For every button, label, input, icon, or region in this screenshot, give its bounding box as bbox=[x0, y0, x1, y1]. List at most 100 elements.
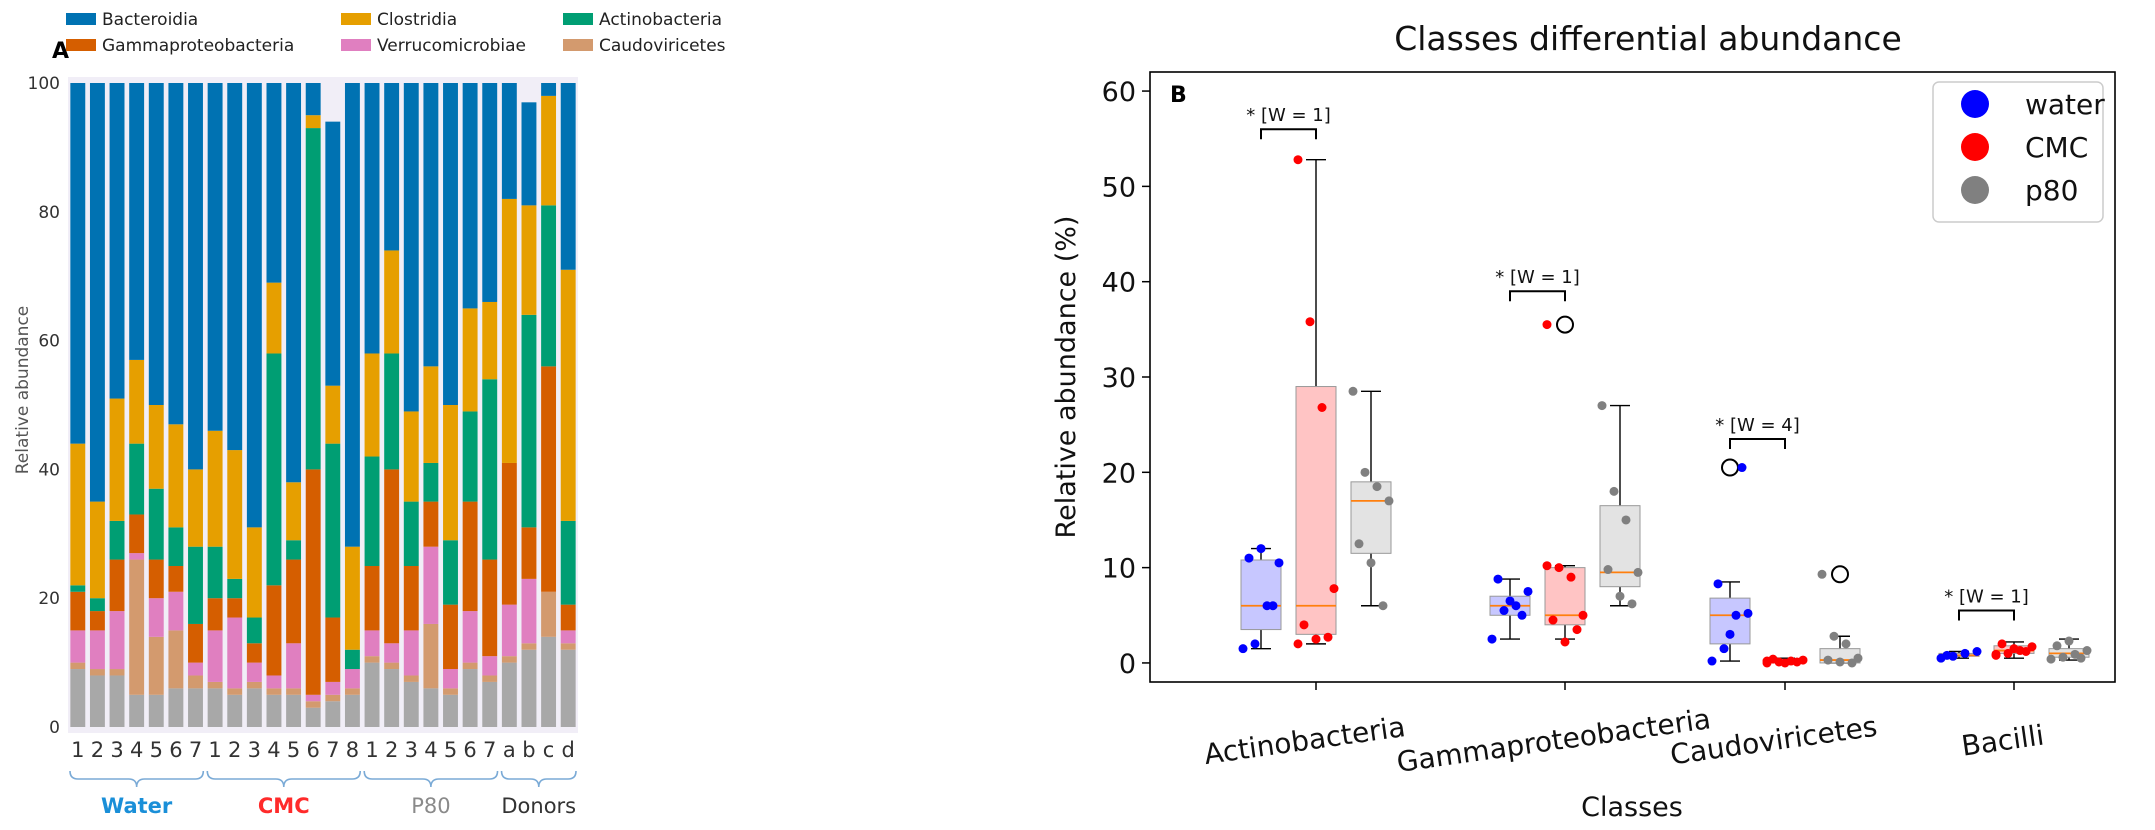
data-point-cmc bbox=[1329, 584, 1339, 594]
y-tick-label: 100 bbox=[28, 74, 60, 94]
bar-segment-caudoviricetes bbox=[462, 662, 478, 670]
data-point-p80 bbox=[2058, 652, 2068, 662]
data-point-p80 bbox=[1384, 496, 1394, 506]
data-point-water bbox=[1244, 553, 1254, 563]
data-point-p80 bbox=[2046, 654, 2056, 664]
panel-b-significance-annotations: * [W = 1] * [W = 1] * [W = 4] * [W = 1] bbox=[1246, 105, 2029, 621]
bar-segment-verrucomicrobiae bbox=[305, 694, 321, 702]
bar-segment-gammaproteobacteria bbox=[423, 501, 439, 547]
panel-a-plot-background bbox=[68, 77, 578, 733]
data-point-cmc bbox=[2027, 642, 2037, 652]
bar-segment-other bbox=[286, 694, 302, 727]
bar-segment-actinobacteria bbox=[482, 379, 498, 560]
bar-segment-bacteroidia bbox=[462, 83, 478, 309]
data-point-water bbox=[1737, 463, 1747, 473]
data-point-water bbox=[1274, 558, 1284, 568]
data-point-water bbox=[1250, 639, 1260, 649]
bar-segment-caudoviricetes bbox=[148, 636, 164, 695]
legend-marker-water bbox=[1961, 90, 1989, 118]
data-point-p80 bbox=[1823, 655, 1833, 665]
x-tick-label: 6 bbox=[463, 738, 476, 762]
bar-segment-verrucomicrobiae bbox=[70, 630, 86, 663]
bar-segment-actinobacteria bbox=[305, 128, 321, 470]
x-tick-label: 8 bbox=[346, 738, 359, 762]
x-tick-label: b bbox=[522, 738, 535, 762]
bar-segment-clostridia bbox=[227, 450, 243, 579]
data-point-p80 bbox=[1372, 482, 1382, 492]
data-point-water bbox=[1743, 608, 1753, 618]
x-tick-label: 6 bbox=[169, 738, 182, 762]
bar-segment-other bbox=[560, 649, 576, 727]
data-point-p80 bbox=[2082, 646, 2092, 656]
bar-segment-caudoviricetes bbox=[403, 675, 419, 682]
data-point-water bbox=[1487, 634, 1497, 644]
data-point-water bbox=[1256, 544, 1266, 554]
bar-segment-caudoviricetes bbox=[188, 675, 203, 689]
bar-segment-clostridia bbox=[129, 359, 145, 444]
bar-segment-clostridia bbox=[423, 366, 439, 463]
group-label: P80 bbox=[411, 794, 450, 818]
bar-segment-clostridia bbox=[148, 405, 164, 489]
bar-segment-bacteroidia bbox=[168, 83, 184, 425]
bar-segment-bacteroidia bbox=[501, 83, 517, 199]
bar-segment-other bbox=[109, 675, 125, 727]
significance-bracket bbox=[1729, 437, 1786, 449]
x-tick-label: 1 bbox=[365, 738, 378, 762]
data-point-water bbox=[1517, 610, 1527, 620]
bar-segment-other bbox=[541, 636, 557, 727]
bar-segment-other bbox=[70, 669, 86, 727]
box-body bbox=[1240, 559, 1282, 631]
x-tick-label: 7 bbox=[326, 738, 339, 762]
bar-segment-caudoviricetes bbox=[384, 662, 400, 670]
bar-segment-caudoviricetes bbox=[560, 643, 576, 650]
bar-segment-gammaproteobacteria bbox=[521, 527, 537, 579]
significance-label: * [W = 1] bbox=[1246, 105, 1331, 126]
bar-segment-bacteroidia bbox=[227, 83, 243, 451]
bar-segment-verrucomicrobiae bbox=[325, 681, 341, 695]
bar-segment-gammaproteobacteria bbox=[207, 598, 223, 631]
bar-segment-verrucomicrobiae bbox=[501, 604, 517, 657]
bar-segment-other bbox=[482, 681, 498, 727]
bar-segment-caudoviricetes bbox=[207, 681, 223, 689]
bar-segment-other bbox=[344, 694, 360, 727]
box-cmc bbox=[1762, 654, 1808, 668]
bar-segment-bacteroidia bbox=[384, 83, 400, 251]
bar-segment-other bbox=[246, 688, 262, 727]
bar-segment-actinobacteria bbox=[384, 353, 400, 470]
bar-segment-verrucomicrobiae bbox=[109, 611, 125, 670]
y-tick-label: 50 bbox=[1102, 172, 1136, 203]
panel-b-legend: water CMC p80 bbox=[1932, 81, 2105, 223]
bar-segment-actinobacteria bbox=[286, 540, 302, 560]
bar-segment-gammaproteobacteria bbox=[89, 611, 105, 631]
x-tick-label: 3 bbox=[248, 738, 261, 762]
bar-segment-verrucomicrobiae bbox=[521, 578, 537, 644]
bar-segment-other bbox=[403, 681, 419, 727]
bar-segment-actinobacteria bbox=[344, 649, 360, 670]
bar-segment-clostridia bbox=[70, 443, 86, 586]
bar-segment-clostridia bbox=[109, 398, 125, 521]
x-tick-label: 4 bbox=[424, 738, 437, 762]
legend-swatch bbox=[66, 13, 96, 25]
x-tick-label: Bacilli bbox=[1959, 718, 2046, 762]
data-point-water bbox=[1511, 601, 1521, 611]
bar-segment-gammaproteobacteria bbox=[148, 559, 164, 599]
bar-segment-verrucomicrobiae bbox=[286, 643, 302, 689]
data-point-water bbox=[1238, 644, 1248, 654]
box-water bbox=[1238, 544, 1284, 654]
bar-segment-clostridia bbox=[384, 250, 400, 354]
bar-segment-bacteroidia bbox=[482, 83, 498, 302]
panel-a-bars bbox=[70, 83, 576, 727]
legend-label: CMC bbox=[2025, 131, 2088, 164]
bar-segment-other bbox=[266, 694, 282, 727]
bar-segment-gammaproteobacteria bbox=[560, 604, 576, 631]
data-point-cmc bbox=[1299, 620, 1309, 630]
bar-segment-gammaproteobacteria bbox=[70, 591, 86, 631]
y-tick-label: 60 bbox=[1102, 77, 1136, 108]
data-point-cmc bbox=[1311, 634, 1321, 644]
legend-label: Clostridia bbox=[377, 10, 457, 30]
bar-segment-caudoviricetes bbox=[541, 591, 557, 637]
bar-segment-actinobacteria bbox=[70, 585, 86, 592]
data-point-water bbox=[1499, 606, 1509, 616]
bar-segment-clostridia bbox=[207, 430, 223, 547]
data-point-p80 bbox=[1360, 467, 1370, 477]
